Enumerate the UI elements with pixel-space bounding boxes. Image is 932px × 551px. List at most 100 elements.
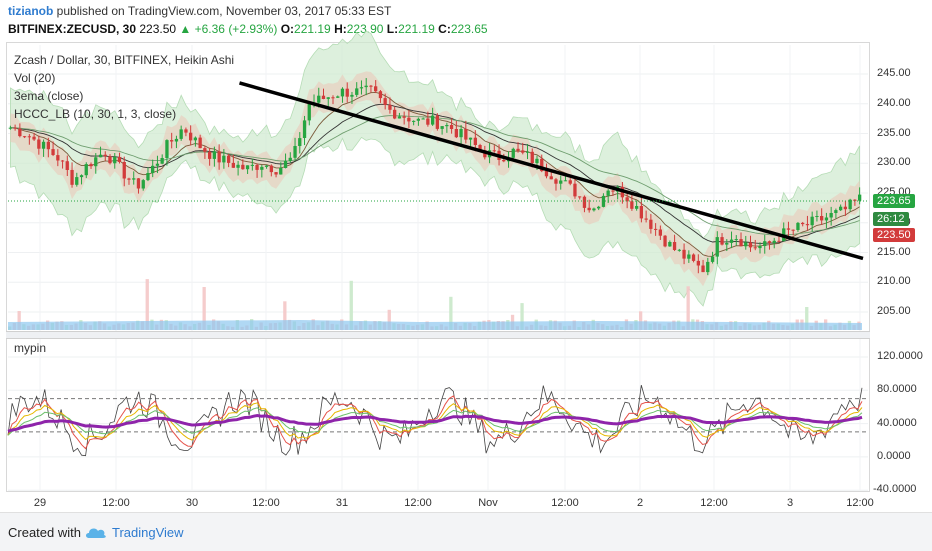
candle-body [606, 190, 610, 196]
volume-average-area [8, 320, 862, 330]
candle-body [853, 199, 857, 201]
candle-body [279, 168, 283, 175]
last-price: 223.50 [139, 22, 177, 36]
volume-bar [202, 287, 206, 330]
candle-body [298, 138, 302, 146]
candle-body [340, 88, 345, 97]
author-name[interactable]: tizianob [8, 4, 54, 18]
open-value: 221.19 [294, 22, 331, 36]
pane-separator[interactable] [6, 331, 870, 339]
candle-body [449, 125, 454, 129]
candle-body [174, 138, 179, 142]
candle-body [767, 241, 772, 243]
candle-body [834, 210, 838, 213]
candle-body [331, 97, 335, 99]
candle-body [810, 216, 814, 226]
candle-body [468, 137, 473, 140]
osc-tick-label: 80.0000 [877, 383, 917, 396]
candle-body [359, 87, 364, 89]
candle-body [696, 260, 700, 266]
candle-body [127, 178, 131, 180]
candle-body [464, 129, 468, 140]
time-tick-label: 30 [185, 497, 199, 509]
candle-body [231, 162, 235, 168]
candle-body [687, 254, 691, 259]
time-tick-label: 2 [636, 497, 644, 509]
candle-body [720, 237, 724, 245]
candle-body [739, 239, 743, 247]
time-tick-label: 12:00 [404, 497, 432, 509]
candle-body [217, 151, 221, 163]
candle-body [212, 151, 216, 159]
candle-body [255, 164, 259, 170]
candle-body [51, 149, 55, 155]
close-price-badge: 223.65 [873, 194, 915, 208]
symbol-label: BITFINEX:ZECUSD, 30 [8, 22, 137, 36]
candle-body [250, 164, 254, 166]
chart-canvas[interactable] [0, 0, 932, 512]
candle-body [307, 103, 311, 121]
price-tick-label: 245.00 [877, 67, 911, 79]
candle-body [815, 216, 819, 217]
candle-body [549, 176, 553, 180]
candle-body [393, 109, 397, 119]
candle-body [511, 148, 515, 158]
candle-body [440, 126, 444, 129]
moving-average-line [10, 115, 860, 236]
candle-body [559, 180, 563, 184]
trend-line [239, 81, 864, 261]
price-axis[interactable] [870, 42, 932, 492]
publish-line: tizianob published on TradingView.com, N… [8, 4, 391, 18]
candle-body [160, 158, 164, 164]
volume-bar [449, 296, 453, 330]
candle-body [824, 217, 829, 221]
candle-body [544, 171, 549, 177]
candle-body [18, 128, 22, 137]
ohlc-line: BITFINEX:ZECUSD, 30 223.50 ▲ +6.36 (+2.9… [8, 22, 488, 36]
time-tick-label: 3 [786, 497, 794, 509]
candle-body [772, 240, 776, 243]
candle-body [151, 165, 155, 174]
close-label: C: [438, 22, 451, 36]
candle-body [777, 240, 781, 242]
candle-body [193, 137, 197, 141]
candle-body [70, 170, 74, 185]
candle-body [75, 177, 79, 185]
candle-body [725, 243, 729, 245]
tradingview-link[interactable]: TradingView [112, 525, 184, 540]
time-tick-label: 12:00 [102, 497, 130, 509]
candle-body [635, 206, 639, 209]
candle-body [701, 265, 705, 273]
candle-body [60, 160, 65, 162]
candle-body [378, 91, 383, 99]
candle-body [582, 196, 587, 208]
candle-body [554, 179, 558, 184]
candle-body [658, 229, 662, 236]
candle-body [198, 137, 202, 149]
candle-body [46, 141, 50, 150]
candle-body [79, 175, 84, 178]
candle-body [117, 157, 122, 162]
candle-body [791, 229, 795, 231]
candle-body [654, 228, 658, 230]
candle-body [848, 199, 852, 210]
candle-body [146, 173, 150, 181]
candle-body [13, 127, 17, 129]
candle-body [283, 160, 288, 168]
candle-body [302, 120, 307, 138]
high-label: H: [334, 22, 347, 36]
candle-body [839, 206, 843, 211]
candle-body [321, 95, 326, 99]
candle-body [601, 195, 606, 207]
close-value: 223.65 [450, 22, 488, 36]
candle-body [492, 150, 496, 152]
candle-body [625, 197, 629, 202]
candle-body [264, 165, 269, 167]
candle-body [108, 156, 112, 164]
candle-body [729, 239, 734, 243]
candle-body [98, 154, 103, 158]
candle-body [521, 150, 525, 153]
candle-body [293, 146, 297, 158]
candle-body [274, 172, 278, 175]
countdown-badge: 26:12 [873, 212, 909, 226]
